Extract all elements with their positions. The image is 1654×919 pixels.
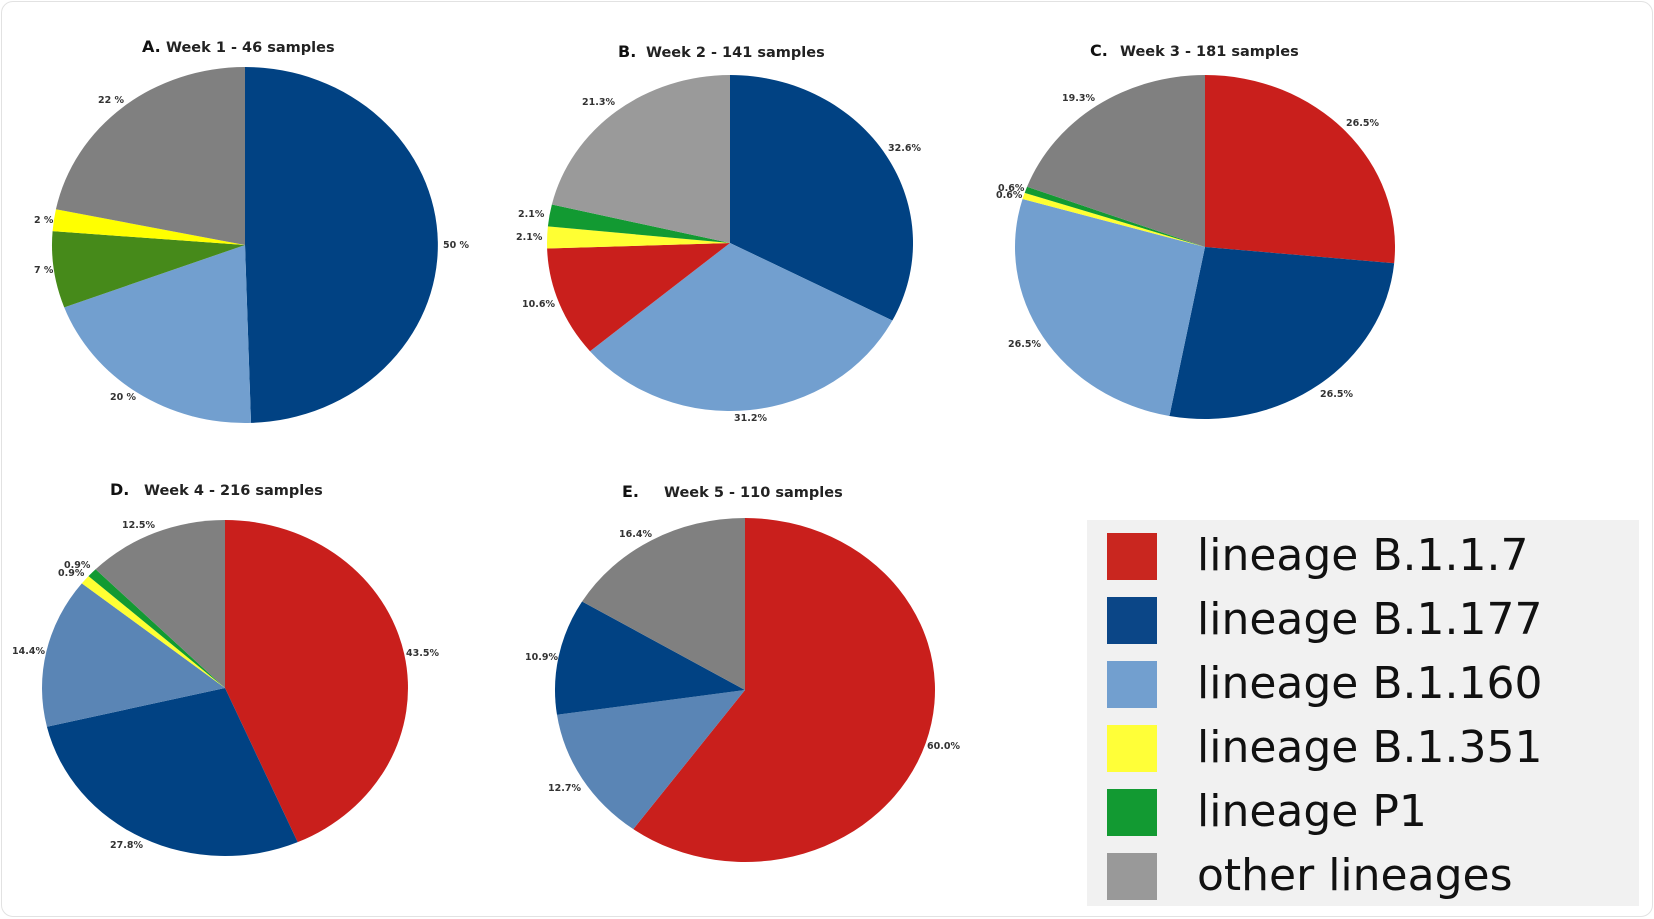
chart-title-week-4: Week 4 - 216 samples [144,483,323,499]
slice-percent-label: 43.5% [406,648,439,659]
pie-slice [547,243,730,352]
pie-slice [556,690,745,830]
slice-percent-label: 14.4% [12,646,45,657]
pie-slice [1024,186,1205,247]
pie-slice [51,231,245,308]
slice-percent-label: 32.6% [888,143,921,154]
pie-labels: 26.5% 26.5% 26.5% 0.6%0.6% 19.3% [996,93,1379,400]
panel-letter-d: D. [110,480,129,499]
pie-slice [590,243,893,412]
pie-chart-week-1: A. Week 1 - 46 samples 50 % 20 % 7 % 2 % 22 … [34,37,470,423]
pie-slice [41,583,225,727]
pie-slice [555,601,745,715]
slice-percent-label: 2.1% [516,232,543,243]
pie-slice [95,520,225,688]
slice-percent-label: 0.9% [58,568,85,579]
pie-slice [81,576,225,688]
pie-slices [555,518,936,862]
slice-percent-label: 31.2% [734,413,767,424]
chart-title-week-5: Week 5 - 110 samples [664,485,843,501]
pie-slices [547,74,914,412]
slice-percent-label: 0.6% [998,183,1025,194]
pie-slice [582,518,745,690]
slice-percent-label: 26.5% [1320,389,1353,400]
pie-labels: 50 % 20 % 7 % 2 % 22 % [34,95,470,403]
slice-percent-label: 7 % [34,265,54,276]
slice-percent-label: 10.6% [522,299,555,310]
slice-percent-label: 10.9% [525,652,558,663]
pie-slices [41,520,408,856]
slice-percent-label: 2.1% [518,209,545,220]
pie-chart-week-2: B. Week 2 - 141 samples 32.6% 31.2% 10.6% 2… [516,42,921,424]
slice-percent-label: 0.9% [64,560,91,571]
pie-slice [1027,75,1205,247]
pie-slice [52,209,245,245]
pie-slice [1014,199,1205,416]
pie-labels: 43.5% 27.8% 14.4% 0.9%0.9% 12.5% [12,520,439,851]
slice-percent-label: 26.5% [1008,339,1041,350]
pie-slice [55,67,246,245]
pie-slice [1205,75,1396,264]
slice-percent-label: 19.3% [1062,93,1095,104]
legend-swatch-other [1107,852,1157,900]
legend-label-b1351: lineage B.1.351 [1197,722,1543,773]
pie-slice [547,204,730,243]
panel-letter-c: C. [1090,41,1108,60]
pie-slice [46,688,298,856]
pie-labels: 32.6% 31.2% 10.6% 2.1% 2.1% 21.3% [516,97,921,424]
panel-letter-e: E. [622,482,639,501]
pie-slice [225,520,408,843]
slice-percent-label: 26.5% [1346,118,1379,129]
pie-chart-week-4: D. Week 4 - 216 samples 43.5% 27.8% 14.4% 0… [12,480,439,856]
legend-swatch-p1 [1107,788,1157,836]
legend-label-b1160: lineage B.1.160 [1197,658,1543,709]
legend: lineage B.1.1.7 lineage B.1.177 lineage … [1087,520,1639,906]
slice-percent-label: 27.8% [110,840,143,851]
legend-label-b1177: lineage B.1.177 [1197,594,1543,645]
chart-title-week-1: Week 1 - 46 samples [166,40,335,56]
legend-label-b117: lineage B.1.1.7 [1197,530,1529,581]
pie-slice [1022,192,1205,247]
slice-percent-label: 22 % [98,95,125,106]
pie-slice [551,74,730,243]
slice-percent-label: 0.6% [996,190,1023,201]
legend-swatch-b1177 [1107,596,1157,644]
pie-slice [547,226,730,249]
pie-slice [633,518,936,862]
pie-slices [1014,75,1396,419]
legend-swatch-b1160 [1107,660,1157,708]
pie-labels: 60.0% 12.7% 10.9% 16.4% [525,529,960,794]
pie-slice [88,569,226,688]
legend-label-p1: lineage P1 [1197,786,1427,837]
slice-percent-label: 12.7% [548,783,581,794]
legend-label-other: other lineages [1197,850,1513,901]
panel-letter-a: A. [142,37,161,56]
slice-percent-label: 2 % [34,215,54,226]
slice-percent-label: 50 % [443,240,470,251]
slice-percent-label: 20 % [110,392,137,403]
slice-percent-label: 60.0% [927,741,960,752]
pie-slice [64,245,251,423]
slice-percent-label: 12.5% [122,520,155,531]
chart-title-week-2: Week 2 - 141 samples [646,45,825,61]
pie-chart-week-3: C. Week 3 - 181 samples 26.5% 26.5% 26.5% 0… [996,41,1396,419]
pie-slice [730,74,914,321]
legend-swatch-b117 [1107,532,1157,580]
pie-slice [245,67,438,423]
pie-slice [1169,247,1395,419]
legend-swatch-b1351 [1107,724,1157,772]
slice-percent-label: 21.3% [582,97,615,108]
chart-title-week-3: Week 3 - 181 samples [1120,44,1299,60]
pie-chart-week-5: E. Week 5 - 110 samples 60.0% 12.7% 10.9% 1… [525,482,960,862]
pie-slices [51,67,438,423]
slice-percent-label: 16.4% [619,529,652,540]
panel-letter-b: B. [618,42,636,61]
